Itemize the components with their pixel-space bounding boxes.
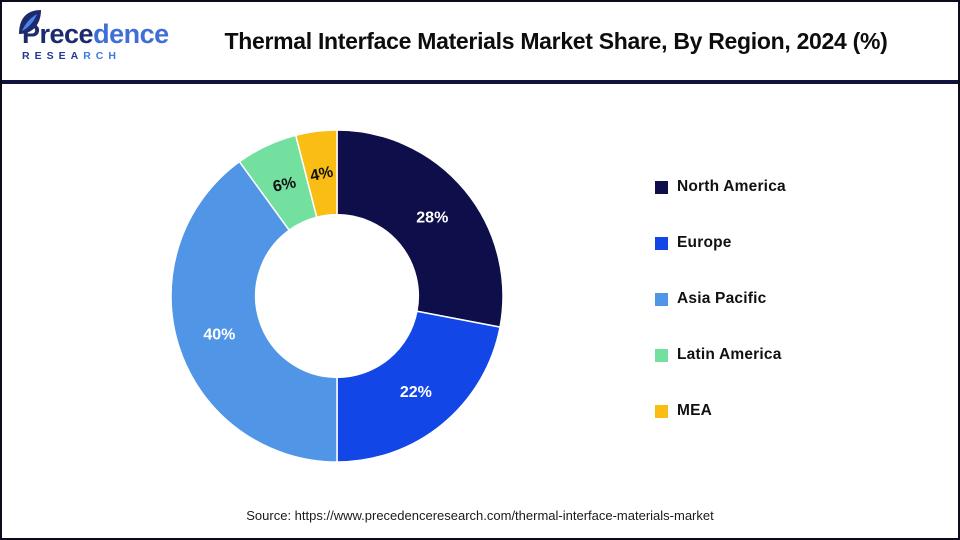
source-text: Source: https://www.precedenceresearch.c…	[246, 508, 714, 523]
legend-swatch-asia-pacific	[655, 292, 668, 306]
donut-chart: 28% 22% 40% 6% 4%	[170, 129, 504, 463]
legend: North America Europe Asia Pacific Latin Ame…	[655, 178, 786, 460]
header: Precedence RESEARCH Thermal Interface Ma…	[2, 2, 958, 80]
legend-label-north-america: North America	[677, 178, 786, 195]
page-title: Thermal Interface Materials Market Share…	[224, 27, 888, 54]
legend-swatch-europe	[655, 236, 668, 250]
legend-item-europe: Europe	[655, 234, 786, 251]
legend-item-latin-america: Latin America	[655, 346, 786, 363]
slice-label-north-america: 28%	[416, 210, 448, 227]
legend-swatch-latin-america	[655, 348, 668, 362]
slice-label-asia-pacific: 40%	[203, 327, 235, 344]
legend-item-mea: MEA	[655, 402, 786, 419]
header-divider	[2, 80, 958, 84]
donut-segment-north-america	[336, 129, 504, 328]
brand-subtitle-light: RCH	[83, 50, 121, 62]
brand-subtitle: RESEARCH	[22, 50, 182, 62]
legend-label-latin-america: Latin America	[677, 346, 782, 363]
slice-label-mea: 4%	[309, 164, 335, 185]
donut-segment-asia-pacific	[170, 160, 338, 463]
legend-swatch-north-america	[655, 180, 668, 194]
brand-logo-text: Precedence RESEARCH	[22, 20, 182, 62]
donut-segment-mea	[294, 129, 338, 219]
donut-segment-europe	[336, 310, 501, 463]
legend-label-asia-pacific: Asia Pacific	[677, 290, 767, 307]
legend-item-north-america: North America	[655, 178, 786, 195]
legend-label-mea: MEA	[677, 402, 713, 419]
slice-label-europe: 22%	[400, 384, 432, 401]
legend-swatch-mea	[655, 404, 668, 418]
slice-label-latin-america: 6%	[271, 174, 297, 195]
legend-label-europe: Europe	[677, 234, 732, 251]
leaf-icon	[19, 10, 41, 34]
legend-item-asia-pacific: Asia Pacific	[655, 290, 786, 307]
brand-name: Precedence	[22, 20, 182, 48]
brand-logo: Precedence RESEARCH	[19, 10, 182, 62]
brand-name-light: dence	[93, 19, 169, 49]
brand-subtitle-dark: RESEA	[22, 50, 84, 62]
chart-area: 28% 22% 40% 6% 4% North America Europe Asia Pa…	[2, 84, 958, 538]
